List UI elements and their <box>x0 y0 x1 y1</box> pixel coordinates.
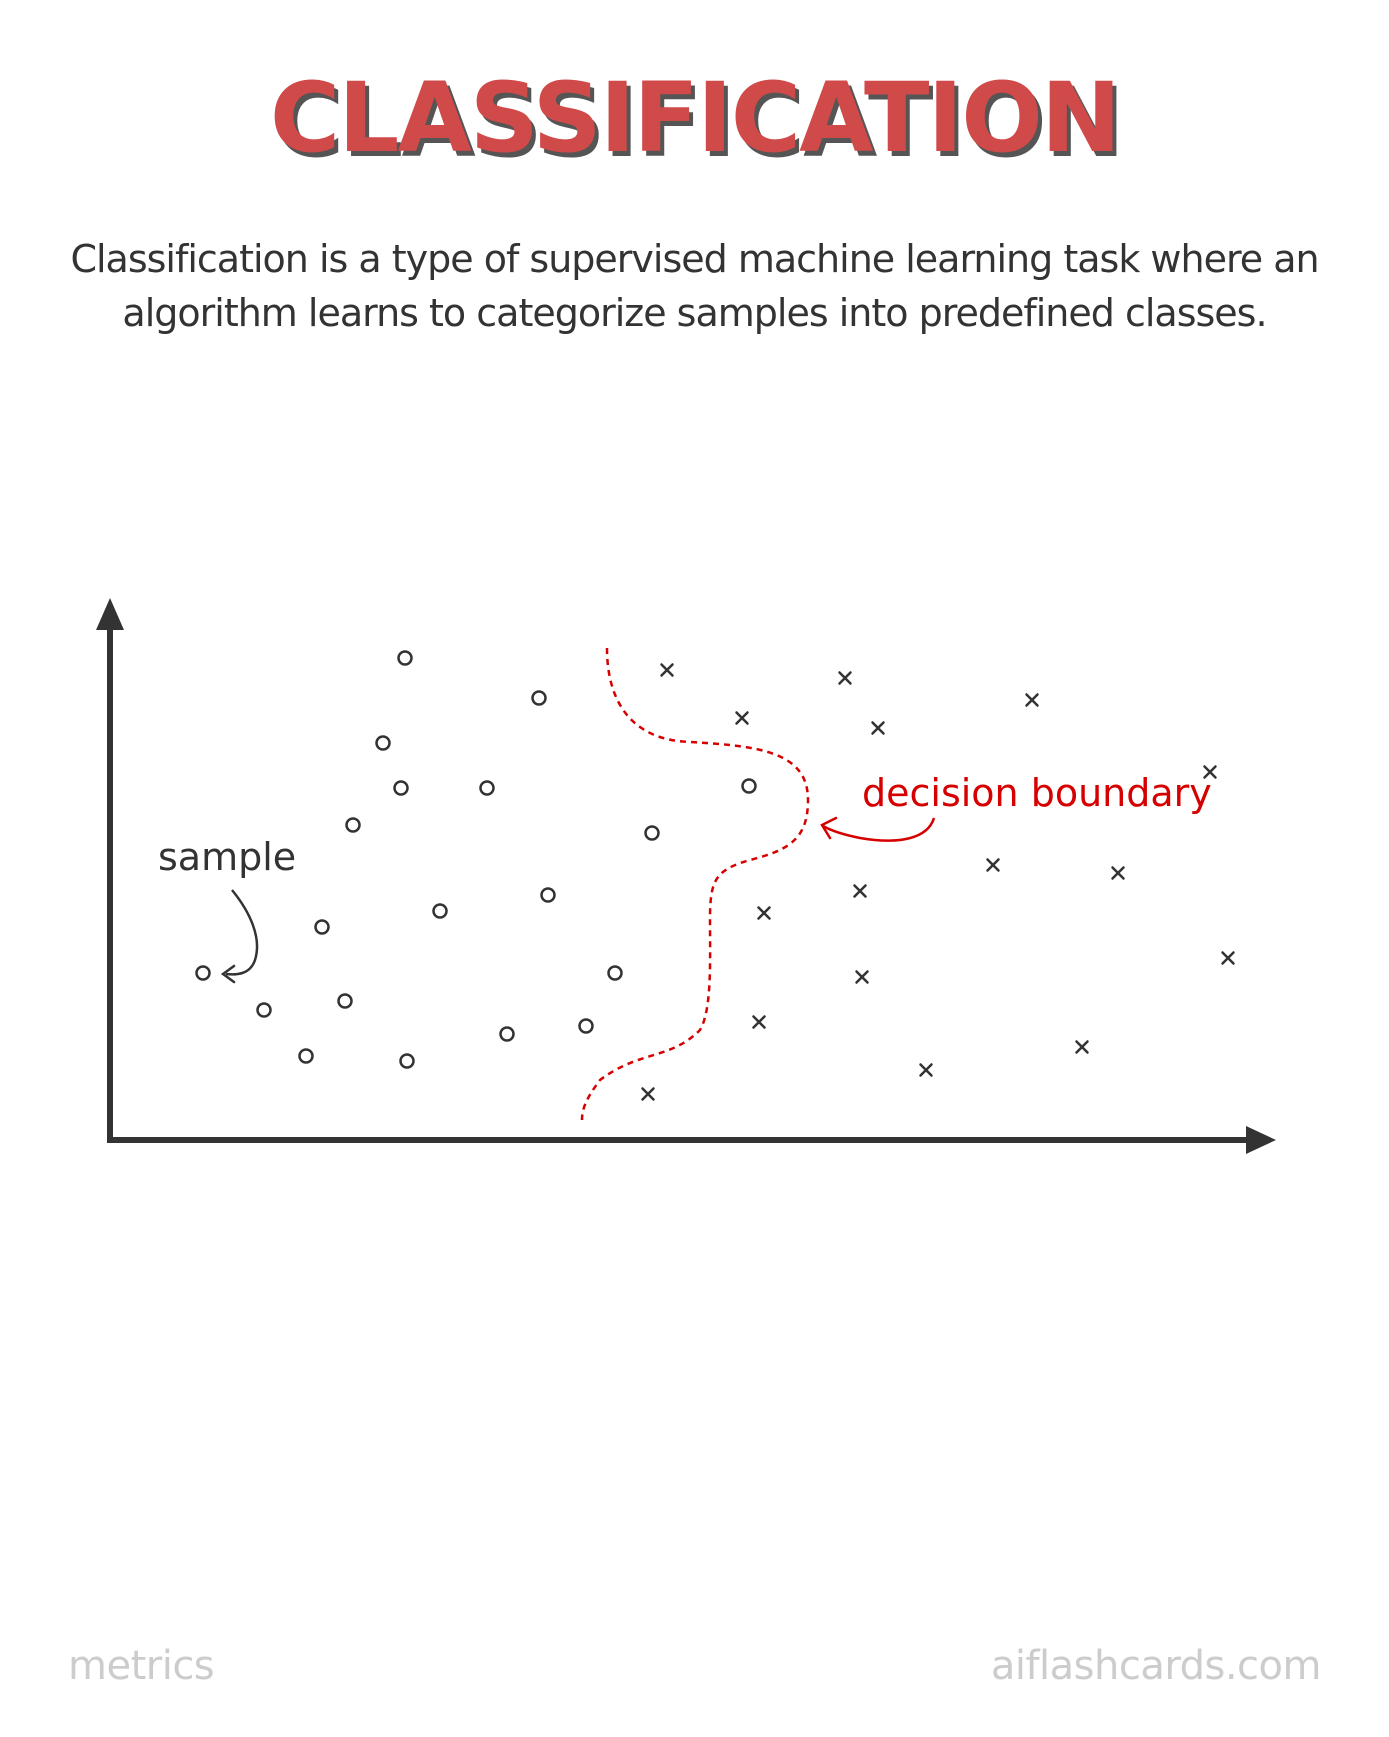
circle-sample-marker <box>432 903 448 919</box>
circle-sample-marker <box>298 1048 314 1064</box>
cross-sample-marker <box>1075 1040 1089 1054</box>
cross-sample-marker <box>1221 951 1235 965</box>
circle-sample-marker <box>499 1026 515 1042</box>
cross-sample-marker <box>986 858 1000 872</box>
cross-sample-marker <box>838 671 852 685</box>
cross-sample-marker <box>735 711 749 725</box>
y-axis-arrowhead <box>96 598 124 630</box>
decision-boundary-label: decision boundary <box>862 771 1212 815</box>
footer-category: metrics <box>68 1643 215 1689</box>
circle-sample-marker <box>337 993 353 1009</box>
circle-sample-marker <box>256 1002 272 1018</box>
decision-boundary-line <box>580 647 810 1121</box>
circle-sample-marker <box>397 650 413 666</box>
circle-sample-marker <box>399 1053 415 1069</box>
cross-sample-marker <box>871 721 885 735</box>
circle-sample-marker <box>393 780 409 796</box>
x-axis-arrowhead <box>1246 1126 1276 1154</box>
page-title: CLASSIFICATION <box>269 62 1121 174</box>
circle-sample-marker <box>644 825 660 841</box>
description-text: Classification is a type of supervised m… <box>70 237 1319 335</box>
circle-sample-marker <box>741 778 757 794</box>
class-a-samples <box>195 650 757 1069</box>
circle-sample-marker <box>375 735 391 751</box>
cross-sample-marker <box>660 663 674 677</box>
circle-sample-marker <box>345 817 361 833</box>
circle-sample-marker <box>479 780 495 796</box>
cross-sample-marker <box>919 1063 933 1077</box>
sample-label: sample <box>158 835 296 879</box>
circle-sample-marker <box>195 965 211 981</box>
cross-sample-marker <box>855 970 869 984</box>
footer-website-link[interactable]: aiflashcards.com <box>990 1643 1322 1689</box>
sample-arrowhead <box>220 964 236 984</box>
cross-sample-marker <box>1111 866 1125 880</box>
circle-sample-marker <box>314 919 330 935</box>
sample-arrow <box>225 889 259 976</box>
cross-sample-marker <box>757 906 771 920</box>
cross-sample-marker <box>1203 765 1217 779</box>
boundary-arrow <box>822 817 936 842</box>
boundary-arrowhead <box>820 816 838 840</box>
class-b-samples <box>641 663 1235 1101</box>
circle-sample-marker <box>578 1018 594 1034</box>
cross-sample-marker <box>641 1087 655 1101</box>
cross-sample-marker <box>752 1015 766 1029</box>
circle-sample-marker <box>531 690 547 706</box>
circle-sample-marker <box>540 887 556 903</box>
cross-sample-marker <box>853 884 867 898</box>
cross-sample-marker <box>1025 693 1039 707</box>
circle-sample-marker <box>607 965 623 981</box>
